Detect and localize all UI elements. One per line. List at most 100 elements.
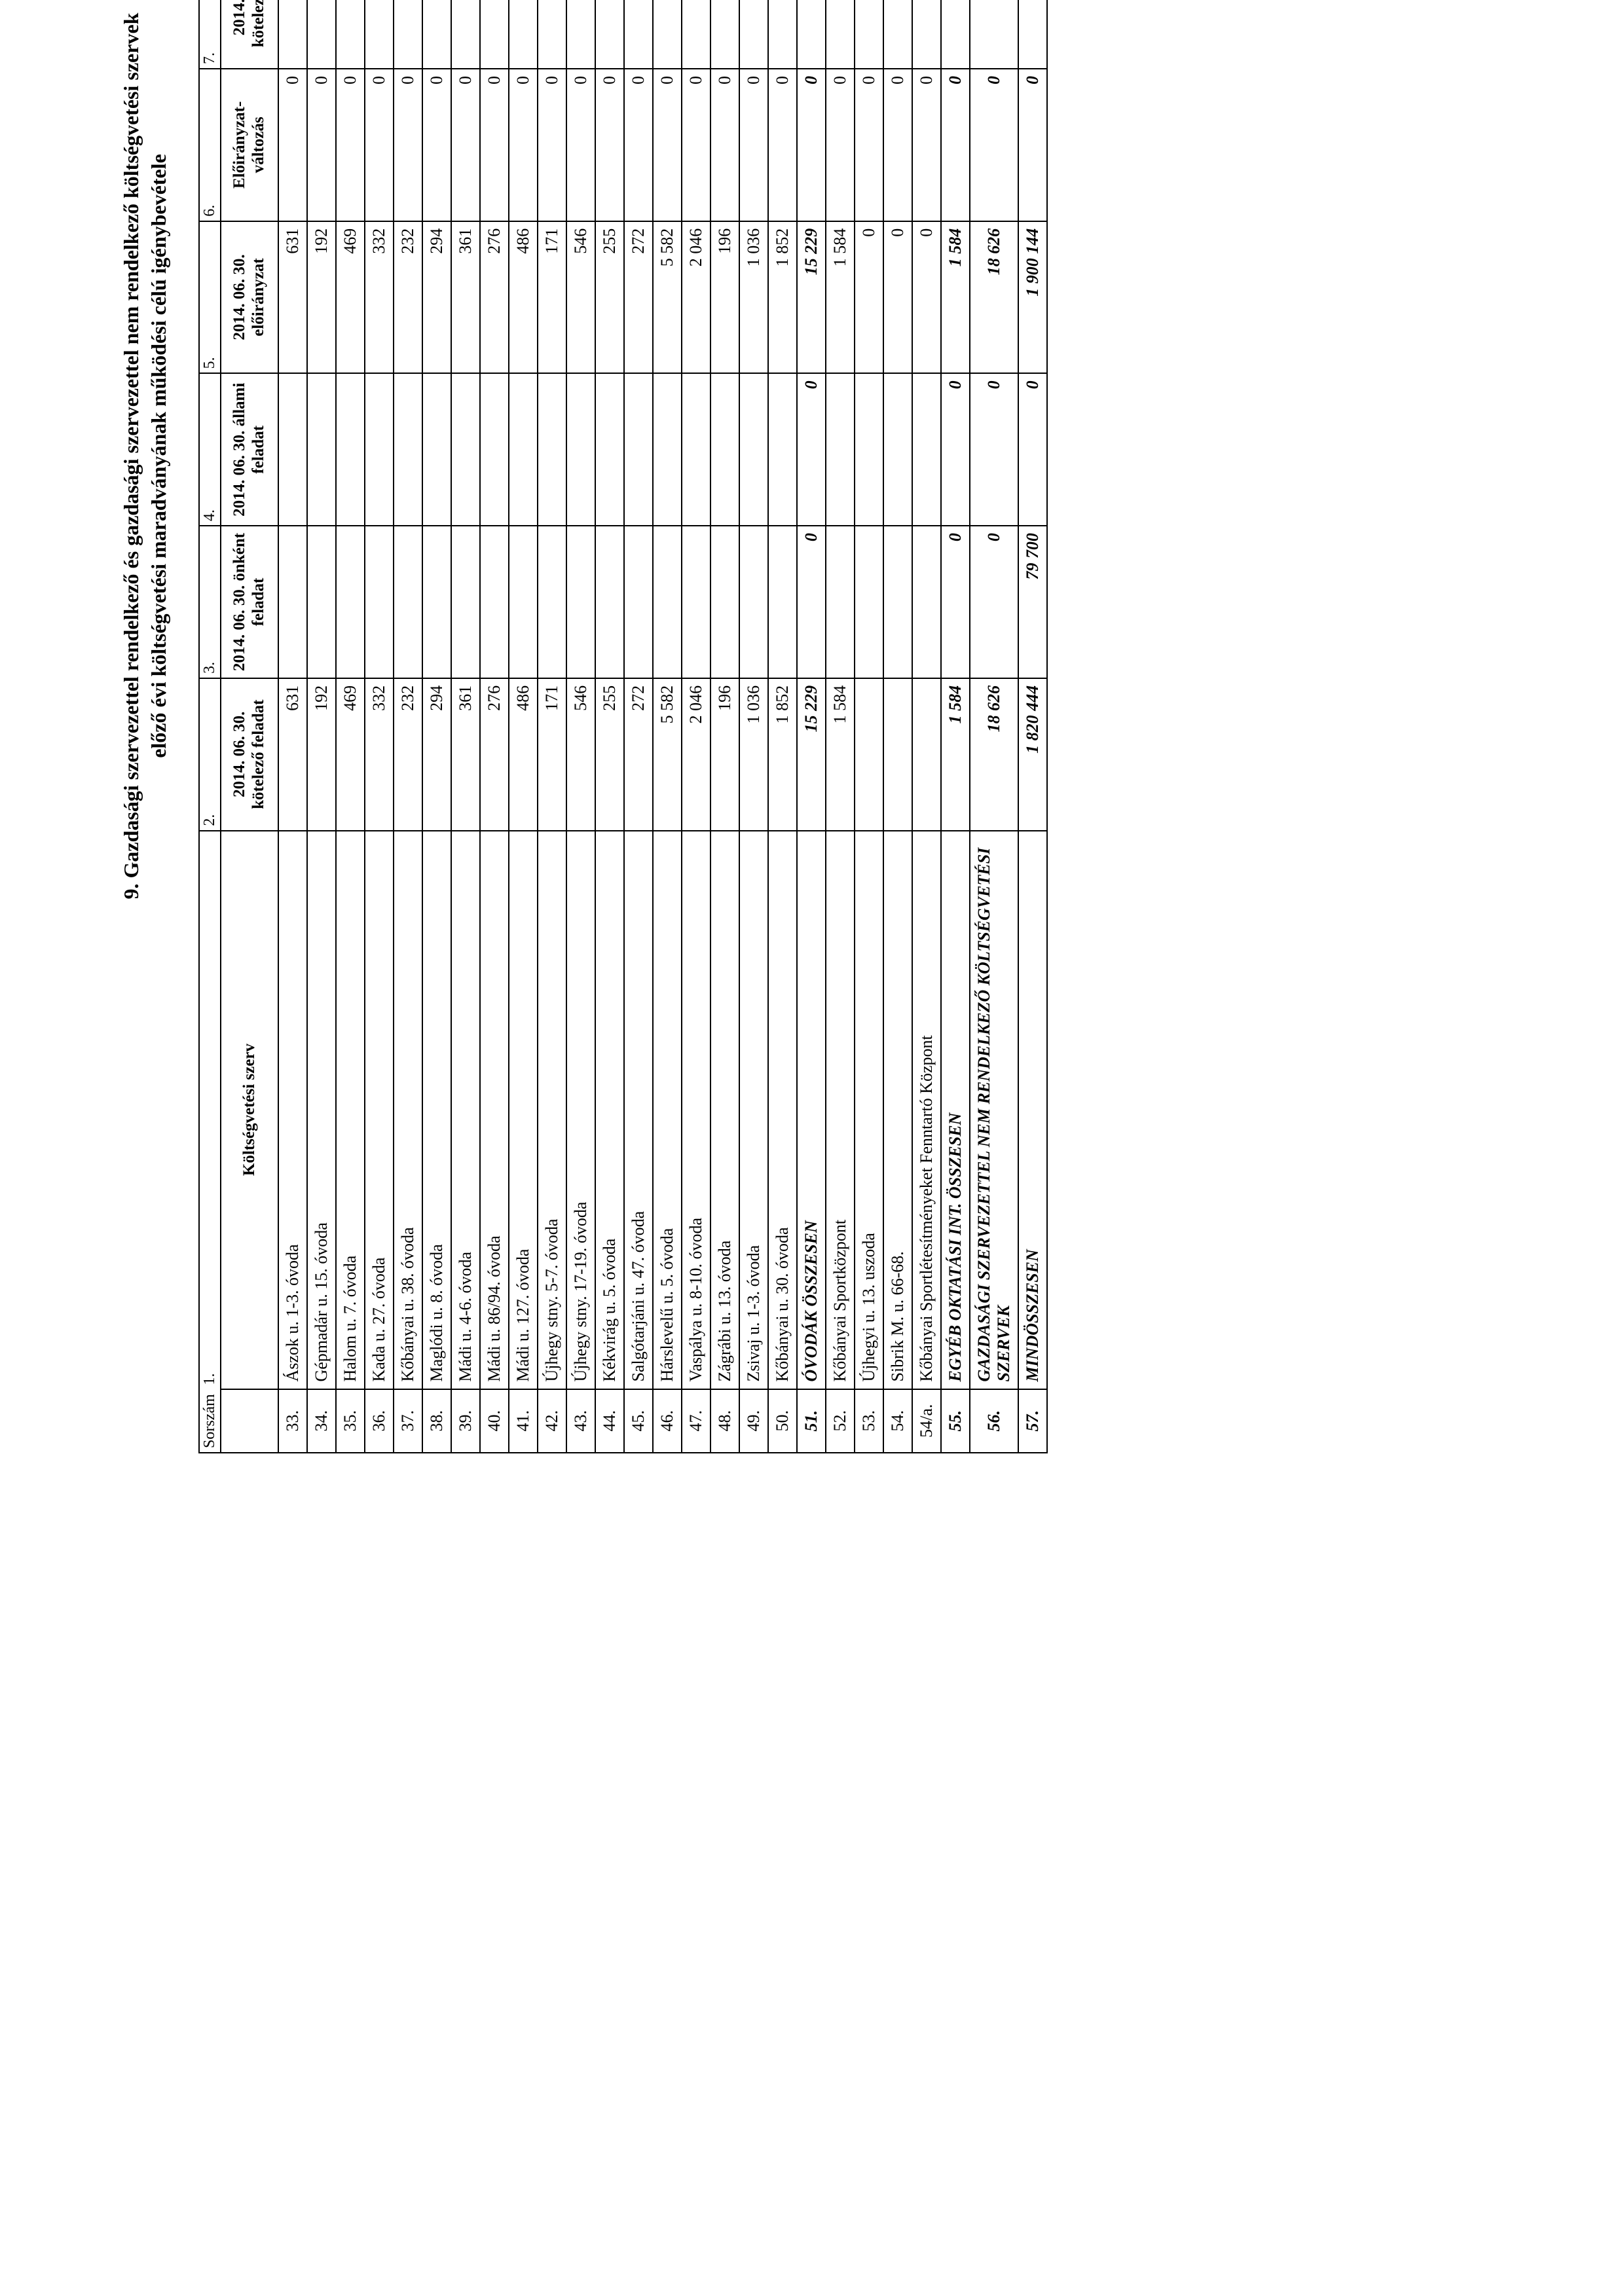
row-name: Sibrik M. u. 66-68. — [883, 831, 912, 1389]
table-row: 44.Kékvirág u. 5. óvoda2552550255255 — [595, 0, 624, 1453]
page-title-line2: előző évi költségvetési maradványának mű… — [145, 0, 173, 1453]
table-row: 54.Sibrik M. u. 66-68.000 — [883, 0, 912, 1453]
cell-value — [855, 526, 883, 678]
cell-value: 0 — [768, 69, 797, 221]
cell-value — [595, 526, 624, 678]
cell-value: 192 — [307, 678, 336, 831]
table-row: 33.Ászok u. 1-3. óvoda6316310631631 — [278, 0, 307, 1453]
row-number: 37. — [394, 1389, 422, 1453]
column-header-2: 2014. 06. 30. kötelező feladat — [221, 678, 278, 831]
row-name: EGYÉB OKTATÁSI INT. ÖSSZESEN — [941, 831, 970, 1389]
cell-value: 192 — [307, 0, 336, 69]
group-label-6: 6. — [199, 69, 221, 221]
cell-value: 0 — [336, 69, 365, 221]
cell-value — [278, 373, 307, 526]
cell-value — [422, 373, 451, 526]
row-number: 54. — [883, 1389, 912, 1453]
cell-value — [855, 678, 883, 831]
cell-value — [624, 373, 653, 526]
group-label-4: 4. — [199, 373, 221, 526]
cell-value — [538, 373, 566, 526]
table-row: 56.GAZDASÁGI SZERVEZETTEL NEM RENDELKEZŐ… — [970, 0, 1018, 1453]
table-group-row: Sorszám1.2.3.4.5.6.7.8.9.10. — [199, 0, 221, 1453]
cell-value: 0 — [682, 69, 710, 221]
cell-value: 5 582 — [653, 678, 682, 831]
row-name: Zágrábi u. 13. óvoda — [710, 831, 739, 1389]
row-number: 52. — [826, 1389, 855, 1453]
cell-value: 1 036 — [739, 221, 768, 374]
cell-value — [566, 373, 595, 526]
table-row: 51.ÓVODÁK ÖSSZESEN15 2290015 229015 2290… — [797, 0, 826, 1453]
cell-value — [509, 526, 538, 678]
row-name: Kőbányai Sportlétesítményeket Fenntartó … — [912, 831, 941, 1389]
row-number: 34. — [307, 1389, 336, 1453]
table-row: 45.Salgótarjáni u. 47. óvoda272272027227… — [624, 0, 653, 1453]
cell-value: 631 — [278, 221, 307, 374]
cell-value: 255 — [595, 678, 624, 831]
cell-value — [653, 373, 682, 526]
cell-value: 0 — [797, 373, 826, 526]
cell-value: 546 — [566, 0, 595, 69]
cell-value — [307, 526, 336, 678]
row-number: 47. — [682, 1389, 710, 1453]
row-name: ÓVODÁK ÖSSZESEN — [797, 831, 826, 1389]
row-name: GAZDASÁGI SZERVEZETTEL NEM RENDELKEZŐ KÖ… — [970, 831, 1018, 1389]
row-number: 42. — [538, 1389, 566, 1453]
page-title-line1: 9. Gazdasági szervezettel rendelkező és … — [118, 0, 145, 1453]
row-name: Ászok u. 1-3. óvoda — [278, 831, 307, 1389]
table-header-row: Költségvetési szerv2014. 06. 30. kötelez… — [221, 0, 278, 1453]
cell-value: 18 626 — [970, 678, 1018, 831]
cell-value: 0 — [653, 69, 682, 221]
row-name: Újhegy stny. 17-19. óvoda — [566, 831, 595, 1389]
table-row: 37.Kőbányai u. 38. óvoda2322320232232 — [394, 0, 422, 1453]
cell-value — [739, 373, 768, 526]
cell-value: 1 584 — [941, 678, 970, 831]
cell-value: 486 — [509, 0, 538, 69]
row-name: Kőbányai Sportközpont — [826, 831, 855, 1389]
cell-value: 0 — [394, 69, 422, 221]
budget-table: Sorszám1.2.3.4.5.6.7.8.9.10. Költségveté… — [198, 0, 1048, 1453]
cell-value: 1 036 — [739, 678, 768, 831]
row-name: Maglódi u. 8. óvoda — [422, 831, 451, 1389]
cell-value: 332 — [365, 678, 394, 831]
cell-value: 0 — [855, 69, 883, 221]
row-number: 49. — [739, 1389, 768, 1453]
cell-value: 1 036 — [739, 0, 768, 69]
column-header-6: Előirányzat-változás — [221, 69, 278, 221]
cell-value: 0 — [1018, 373, 1047, 526]
cell-value: 0 — [365, 69, 394, 221]
cell-value: 0 — [480, 69, 509, 221]
table-row: 46.Hárslevelű u. 5. óvoda5 5825 58205 58… — [653, 0, 682, 1453]
cell-value — [653, 526, 682, 678]
cell-value: 1 584 — [826, 678, 855, 831]
cell-value: 631 — [278, 0, 307, 69]
cell-value: 486 — [509, 678, 538, 831]
cell-value: 1 584 — [826, 0, 855, 69]
table-row: 54/a.Kőbányai Sportlétesítményeket Fennt… — [912, 0, 941, 1453]
cell-value: 0 — [970, 526, 1018, 678]
cell-value: 255 — [595, 221, 624, 374]
cell-value: 0 — [941, 373, 970, 526]
cell-value: 469 — [336, 221, 365, 374]
column-header-4: 2014. 06. 30. állami feladat — [221, 373, 278, 526]
cell-value: 0 — [883, 221, 912, 374]
table-row: 34.Gépmadár u. 15. óvoda1921920192192 — [307, 0, 336, 1453]
cell-value — [912, 0, 941, 69]
cell-value: 272 — [624, 0, 653, 69]
table-row: 41.Mádi u. 127. óvoda4864860486486 — [509, 0, 538, 1453]
sheet: 6. melléklet az előterjesztéshez eFt-ban… — [0, 0, 1624, 1624]
row-name: Mádi u. 4-6. óvoda — [451, 831, 480, 1389]
cell-value: 0 — [912, 221, 941, 374]
group-label-3: 3. — [199, 526, 221, 678]
cell-value — [826, 526, 855, 678]
group-label-7: 7. — [199, 0, 221, 69]
cell-value: 332 — [365, 0, 394, 69]
cell-value: 0 — [451, 69, 480, 221]
cell-value: 1 820 444 — [1018, 0, 1047, 69]
cell-value: 272 — [624, 678, 653, 831]
table-row: 47.Vaspálya u. 8-10. óvoda2 0462 04602 0… — [682, 0, 710, 1453]
cell-value — [883, 373, 912, 526]
cell-value: 255 — [595, 0, 624, 69]
cell-value: 631 — [278, 678, 307, 831]
cell-value — [480, 373, 509, 526]
